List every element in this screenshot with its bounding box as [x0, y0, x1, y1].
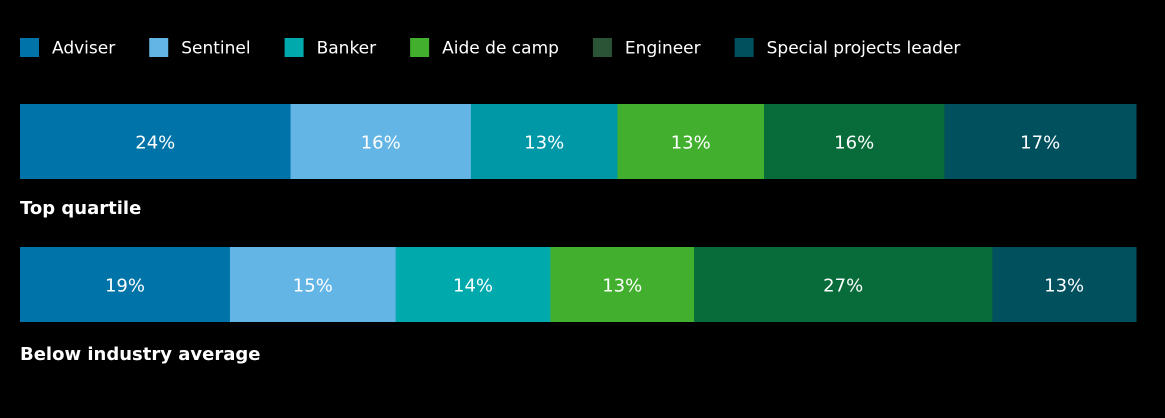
bar-segment-sentinel-top-quartile	[290, 104, 472, 179]
data-label-banker-below-industry-average: 14%	[453, 276, 493, 297]
bar-segment-adviser-below-industry-average	[20, 247, 231, 322]
legend-label-adviser: Adviser	[52, 39, 115, 59]
data-label-banker-top-quartile: 13%	[524, 133, 564, 154]
legend-label-engineer: Engineer	[625, 39, 701, 59]
bar-segment-special-projects-leader-top-quartile	[944, 104, 1137, 179]
chart-bars: 24% 16% 13% 13% 16% 17% Top quartile 19% 15% 14% 1…	[20, 104, 1137, 365]
bar-segment-engineer-below-industry-average	[694, 247, 993, 322]
data-label-engineer-top-quartile: 16%	[834, 133, 874, 154]
bar-segment-special-projects-leader-below-industry-average	[992, 247, 1137, 322]
data-label-sentinel-below-industry-average: 15%	[293, 276, 333, 297]
legend-swatch-special-projects-leader	[734, 38, 754, 57]
bar-segment-banker-top-quartile	[470, 104, 618, 179]
legend-label-sentinel: Sentinel	[181, 39, 250, 59]
legend-label-banker: Banker	[317, 39, 377, 59]
data-label-special-projects-leader-below-industry-average: 13%	[1044, 276, 1084, 297]
bar-segment-aide-de-camp-below-industry-average	[550, 247, 695, 322]
bar-segment-engineer-top-quartile	[764, 104, 945, 179]
bar-segment-banker-below-industry-average	[395, 247, 551, 322]
legend-swatch-banker	[284, 38, 304, 57]
legend-label-aide-de-camp: Aide de camp	[442, 39, 559, 59]
data-label-sentinel-top-quartile: 16%	[361, 133, 401, 154]
data-label-special-projects-leader-top-quartile: 17%	[1020, 133, 1060, 154]
legend-label-special-projects-leader: Special projects leader	[767, 39, 961, 59]
data-label-aide-de-camp-top-quartile: 13%	[671, 133, 711, 154]
bar-segment-adviser-top-quartile	[20, 104, 292, 179]
legend-swatch-sentinel	[149, 38, 169, 57]
data-label-adviser-below-industry-average: 19%	[105, 276, 145, 297]
legend-swatch-engineer	[592, 38, 612, 57]
chart-legend: Adviser Sentinel Banker Aide de camp Enginee…	[20, 38, 960, 59]
data-label-engineer-below-industry-average: 27%	[823, 276, 863, 297]
bar-segment-sentinel-below-industry-average	[229, 247, 397, 322]
bar-segment-aide-de-camp-top-quartile	[617, 104, 765, 179]
category-label-below-industry-average: Below industry average	[20, 344, 260, 365]
category-label-top-quartile: Top quartile	[20, 198, 141, 219]
legend-swatch-aide-de-camp	[410, 38, 430, 57]
legend-swatch-adviser	[20, 38, 39, 57]
data-label-aide-de-camp-below-industry-average: 13%	[602, 276, 642, 297]
data-label-adviser-top-quartile: 24%	[135, 133, 175, 154]
